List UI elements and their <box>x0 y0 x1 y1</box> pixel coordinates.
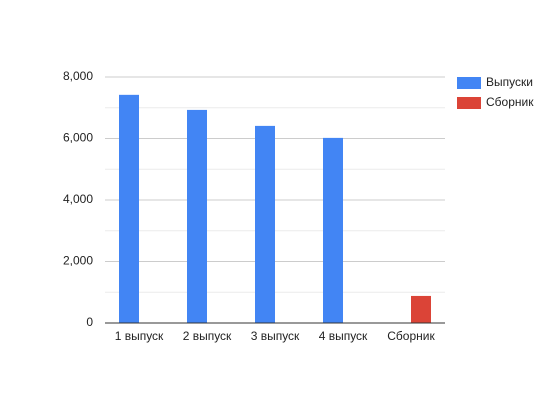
y-tick-label: 6,000 <box>63 131 93 145</box>
y-tick-label: 0 <box>86 315 93 329</box>
x-tick-label: 4 выпуск <box>319 329 368 343</box>
legend-label: Выпуски <box>486 75 533 89</box>
x-tick-label: Сборник <box>387 329 435 343</box>
legend-swatch <box>457 97 481 109</box>
legend-swatch <box>457 77 481 89</box>
y-tick-label: 2,000 <box>63 254 93 268</box>
x-tick-label: 1 выпуск <box>115 329 164 343</box>
y-tick-label: 4,000 <box>63 192 93 206</box>
x-tick-label: 2 выпуск <box>183 329 232 343</box>
bar <box>119 94 139 324</box>
bar <box>411 295 431 323</box>
legend-label: Сборник <box>486 95 534 109</box>
x-tick-label: 3 выпуск <box>251 329 300 343</box>
bar <box>323 137 343 323</box>
bar <box>187 109 207 323</box>
bar <box>255 125 275 323</box>
y-tick-label: 8,000 <box>63 69 93 83</box>
